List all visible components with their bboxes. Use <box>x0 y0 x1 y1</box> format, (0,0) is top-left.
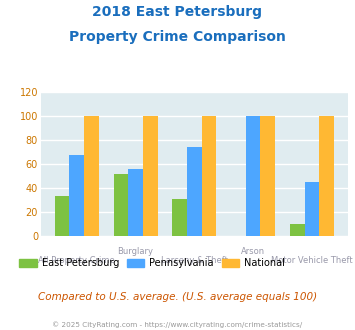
Bar <box>70 154 84 236</box>
Text: Burglary: Burglary <box>118 247 154 256</box>
Text: Motor Vehicle Theft: Motor Vehicle Theft <box>271 256 353 265</box>
Bar <box>143 116 158 236</box>
Text: Arson: Arson <box>241 247 265 256</box>
Bar <box>290 224 305 236</box>
Text: © 2025 CityRating.com - https://www.cityrating.com/crime-statistics/: © 2025 CityRating.com - https://www.city… <box>53 322 302 328</box>
Text: Compared to U.S. average. (U.S. average equals 100): Compared to U.S. average. (U.S. average … <box>38 292 317 302</box>
Text: Property Crime Comparison: Property Crime Comparison <box>69 30 286 44</box>
Text: All Property Crime: All Property Crime <box>38 256 115 265</box>
Text: 2018 East Petersburg: 2018 East Petersburg <box>93 5 262 19</box>
Bar <box>55 196 70 236</box>
Bar <box>128 169 143 236</box>
Legend: East Petersburg, Pennsylvania, National: East Petersburg, Pennsylvania, National <box>16 254 289 272</box>
Text: Larceny & Theft: Larceny & Theft <box>161 256 228 265</box>
Bar <box>187 148 202 236</box>
Bar <box>319 116 334 236</box>
Bar <box>114 174 128 236</box>
Bar <box>84 116 99 236</box>
Bar <box>202 116 217 236</box>
Bar <box>261 116 275 236</box>
Bar <box>305 182 319 236</box>
Bar <box>172 199 187 236</box>
Bar <box>246 116 261 236</box>
